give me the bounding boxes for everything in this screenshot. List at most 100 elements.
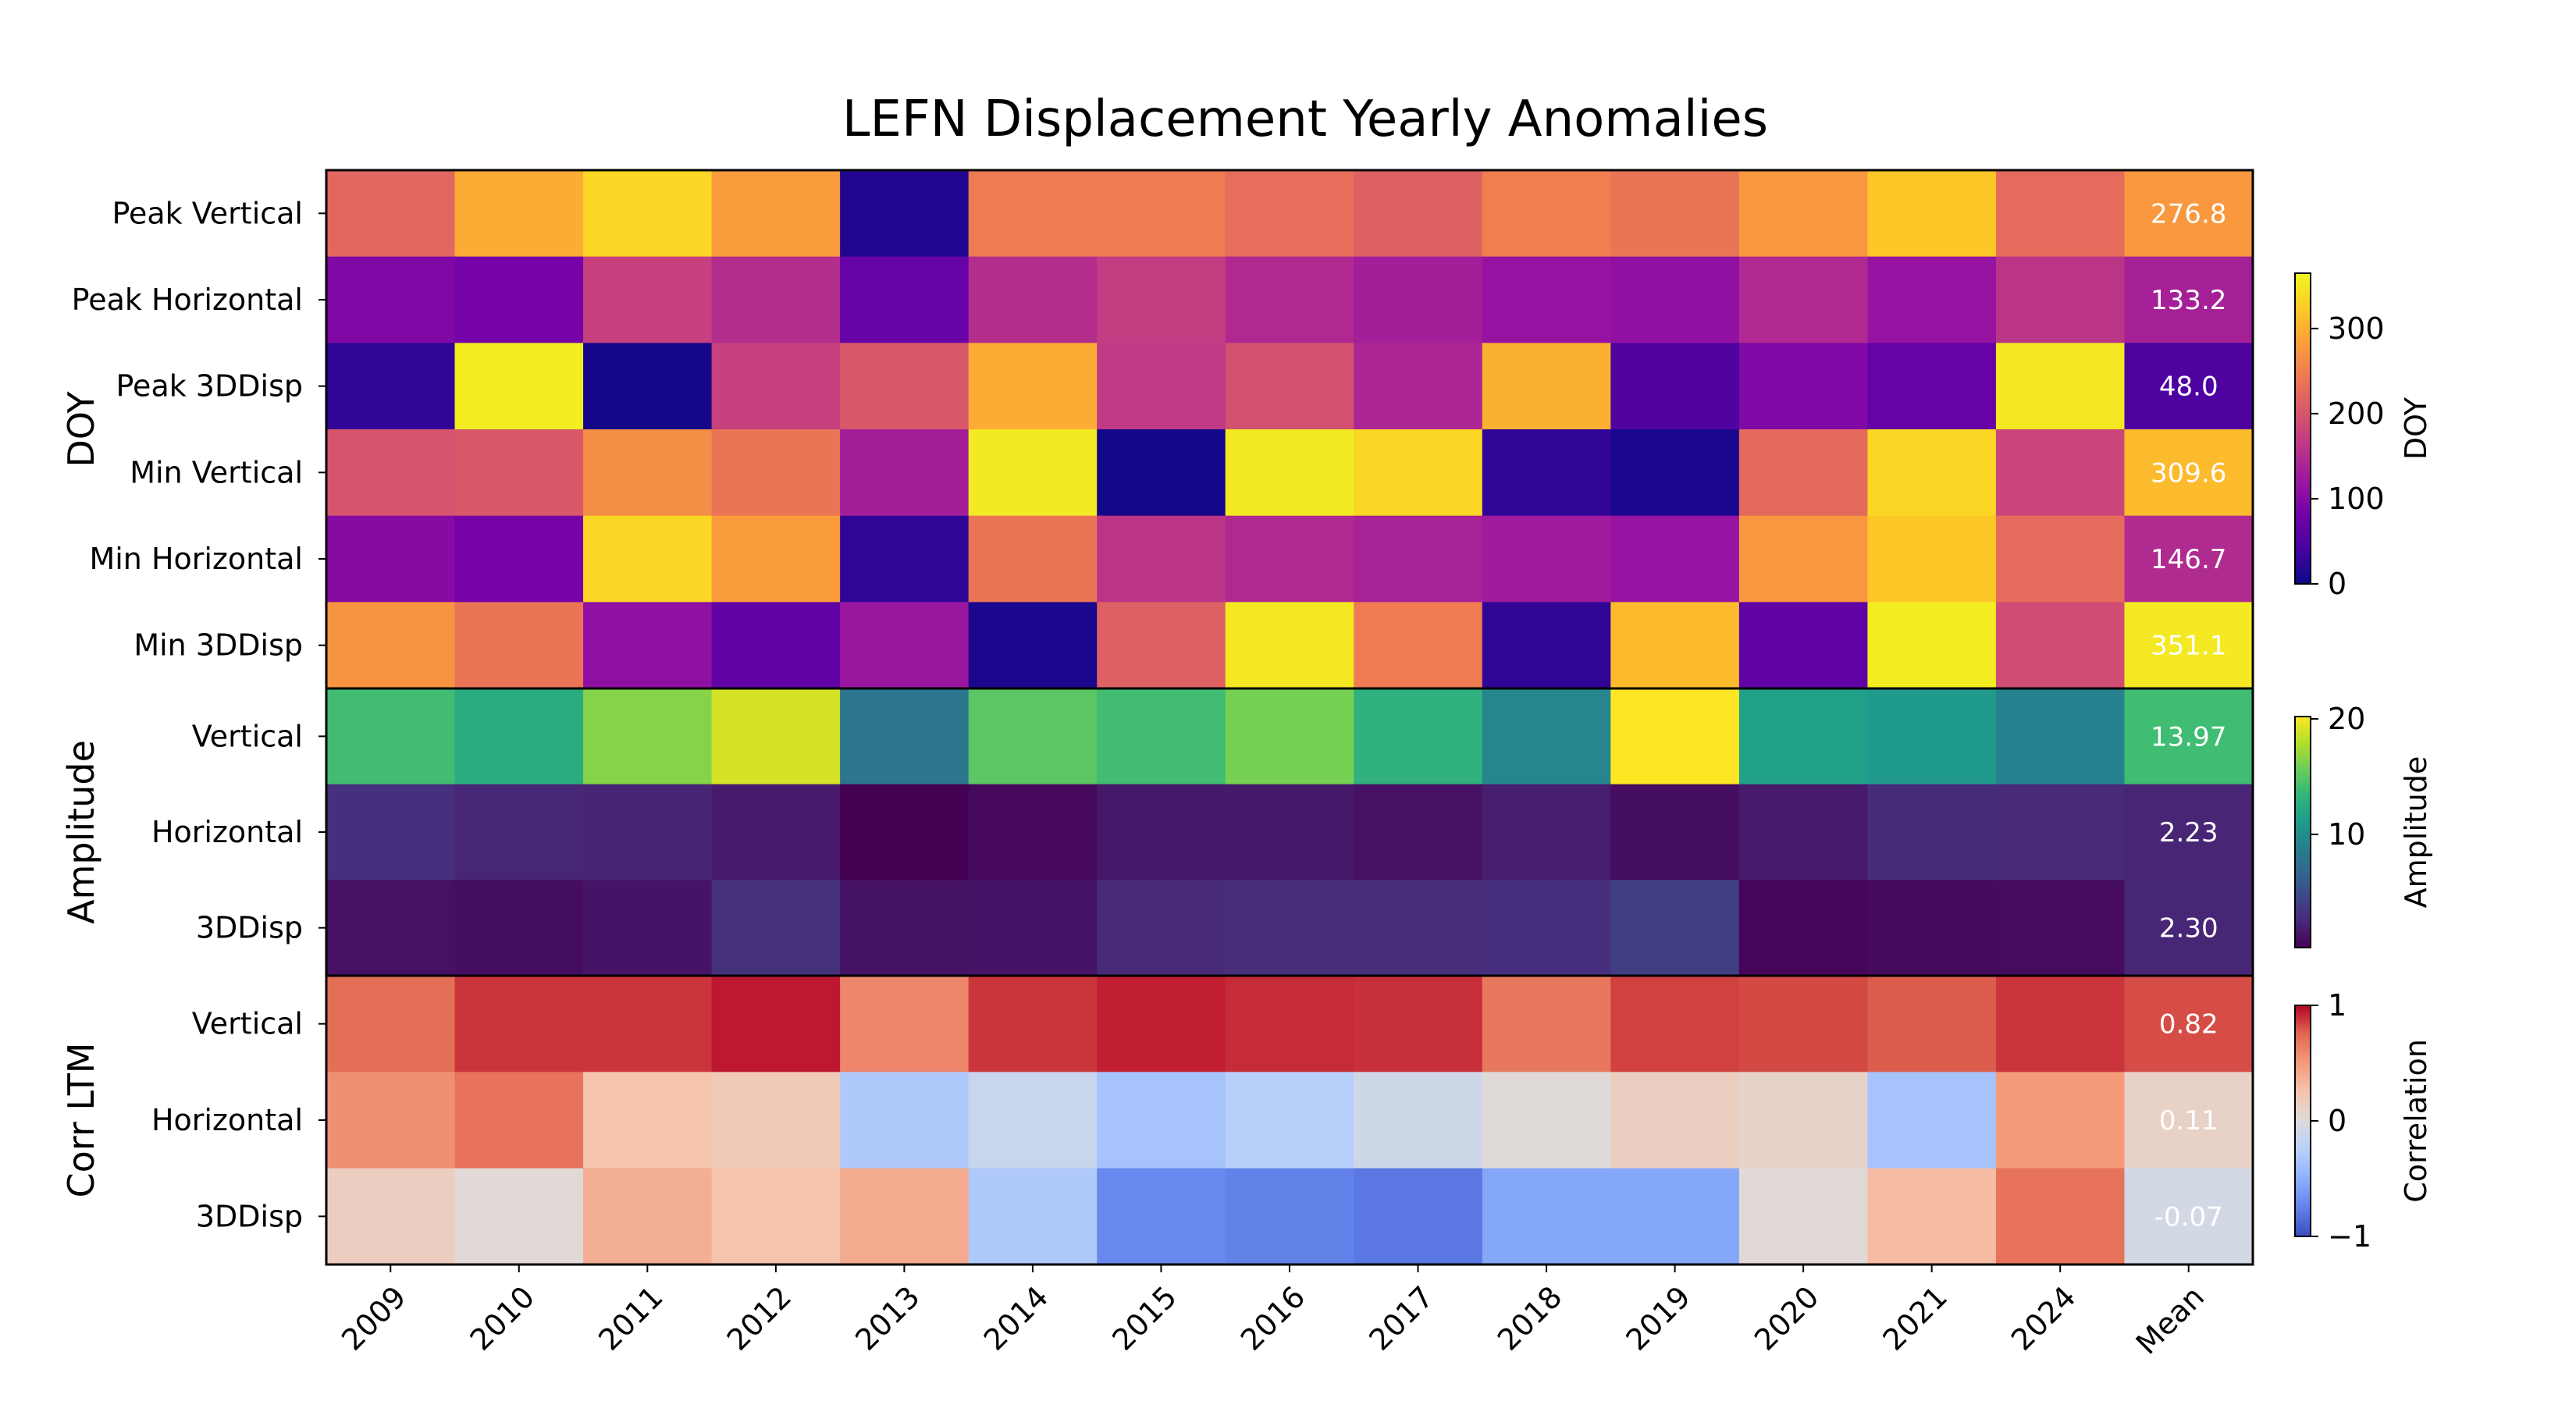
- column-label: 2015: [1105, 1279, 1183, 1357]
- heatmap-cell: [711, 880, 841, 976]
- colorbar: [2294, 716, 2311, 948]
- heatmap-cell: [1354, 170, 1483, 258]
- heatmap-cell: [840, 880, 970, 976]
- row-label: Horizontal: [151, 1103, 303, 1137]
- heatmap-cell: [1354, 515, 1483, 603]
- heatmap-cell: [583, 1072, 713, 1169]
- heatmap-cell: [840, 429, 970, 517]
- heatmap-cell: [1097, 784, 1226, 880]
- heatmap-cell: [1995, 429, 2126, 517]
- row-label: Peak Horizontal: [72, 283, 303, 317]
- column-label: 2012: [720, 1279, 799, 1357]
- heatmap-cell: [968, 688, 1098, 785]
- colorbars: 0 100 200 300 DOY 10 20 Amplitude −1 0 1 Correlatio…: [2294, 272, 2433, 1254]
- heatmap-cell: [1354, 688, 1483, 785]
- row-label: Min Horizontal: [89, 542, 303, 576]
- heatmap-cell: [1610, 170, 1740, 258]
- heatmap-cell: [2124, 784, 2254, 880]
- row-label: Min Vertical: [130, 455, 303, 489]
- heatmap-cell: [1354, 429, 1483, 517]
- row-label: Peak 3DDisp: [116, 369, 304, 404]
- heatmap-cell: [1225, 429, 1354, 517]
- heatmap-cell: [2124, 256, 2254, 343]
- column-label: 2021: [1877, 1279, 1955, 1357]
- heatmap-cell: [1610, 784, 1740, 880]
- heatmap-cell: [968, 256, 1098, 343]
- heatmap-cell: [840, 688, 970, 785]
- heatmap-cell: [1738, 429, 1868, 517]
- heatmap-cell: [326, 170, 456, 258]
- heatmap-cell: [968, 784, 1098, 880]
- heatmap-cell: [711, 602, 841, 689]
- mean-value-label: 0.82: [2159, 1009, 2218, 1040]
- heatmap-cell: [1225, 1072, 1354, 1169]
- heatmap-cell: [1097, 343, 1226, 430]
- heatmap-cell: [1610, 256, 1740, 343]
- heatmap-cell: [1738, 1072, 1868, 1169]
- heatmap-cell: [1738, 784, 1868, 880]
- heatmap-cell: [711, 784, 841, 880]
- heatmap-cell: [1995, 1072, 2126, 1169]
- column-label: 2010: [464, 1279, 542, 1357]
- heatmap-cell: [454, 602, 584, 689]
- heatmap-cell: [1097, 688, 1226, 785]
- colorbar-label: Amplitude: [2399, 756, 2433, 909]
- heatmap-cell: [1354, 256, 1483, 343]
- mean-value-label: 146.7: [2151, 544, 2226, 575]
- row-label: 3DDisp: [196, 911, 303, 945]
- heatmap-cell: [454, 880, 584, 976]
- heatmap-cell: [1097, 1072, 1226, 1169]
- heatmap-cell: [1225, 688, 1354, 785]
- row-label: Vertical: [192, 1007, 303, 1041]
- group-labels: DOY Amplitude Corr LTM: [60, 390, 102, 1197]
- heatmap-cell: [1482, 1072, 1611, 1169]
- mean-value-label: 2.23: [2159, 817, 2218, 848]
- heatmap-cell: [326, 515, 456, 603]
- colorbar-tick-label: −1: [2328, 1219, 2371, 1254]
- heatmap-cell: [1995, 784, 2126, 880]
- heatmap-cell: [583, 256, 713, 343]
- heatmap-cell: [1482, 784, 1611, 880]
- heatmap-cell: [326, 1072, 456, 1169]
- colorbar-tick-label: 20: [2328, 702, 2365, 736]
- heatmap-cell: [2124, 602, 2254, 689]
- group-label: DOY: [60, 390, 102, 467]
- colorbar-tick-label: 10: [2328, 817, 2365, 852]
- heatmap-cell: [1097, 256, 1226, 343]
- heatmap-cell: [1995, 256, 2126, 343]
- heatmap-cell: [1995, 976, 2126, 1072]
- heatmap-cell: [1225, 515, 1354, 603]
- heatmap-cell: [840, 602, 970, 689]
- heatmap-cell: [1610, 343, 1740, 430]
- heatmap-cell: [1482, 976, 1611, 1072]
- heatmap-cell: [326, 1168, 456, 1265]
- heatmap-cell: [1225, 343, 1354, 430]
- heatmap-cell: [583, 784, 713, 880]
- heatmap-cell: [2124, 976, 2254, 1072]
- group-label: Corr LTM: [60, 1043, 102, 1198]
- mean-value-label: 133.2: [2151, 285, 2226, 316]
- heatmap-cell: [1738, 880, 1868, 976]
- heatmap-cell: [1482, 880, 1611, 976]
- heatmap-cell: [1225, 1168, 1354, 1265]
- heatmap-cell: [583, 429, 713, 517]
- heatmap-cell: [968, 1072, 1098, 1169]
- heatmap-cell: [583, 602, 713, 689]
- heatmap-cell: [326, 688, 456, 785]
- heatmap-cell: [1867, 976, 1997, 1072]
- heatmap-cell: [1097, 429, 1226, 517]
- heatmap-cell: [2124, 515, 2254, 603]
- heatmap-cell: [1867, 429, 1997, 517]
- heatmap-cell: [454, 1072, 584, 1169]
- heatmap-cell: [454, 976, 584, 1072]
- heatmap-cell: [1097, 1168, 1226, 1265]
- column-label: 2017: [1362, 1279, 1440, 1357]
- mean-value-label: 351.1: [2151, 631, 2226, 662]
- heatmap-cell: [711, 256, 841, 343]
- heatmap-cell: [1995, 170, 2126, 258]
- heatmap-cell: [583, 880, 713, 976]
- column-label: 2013: [849, 1279, 927, 1357]
- heatmap-cell: [454, 1168, 584, 1265]
- colorbar-tick-label: 200: [2328, 397, 2385, 431]
- heatmap-cell: [1610, 976, 1740, 1072]
